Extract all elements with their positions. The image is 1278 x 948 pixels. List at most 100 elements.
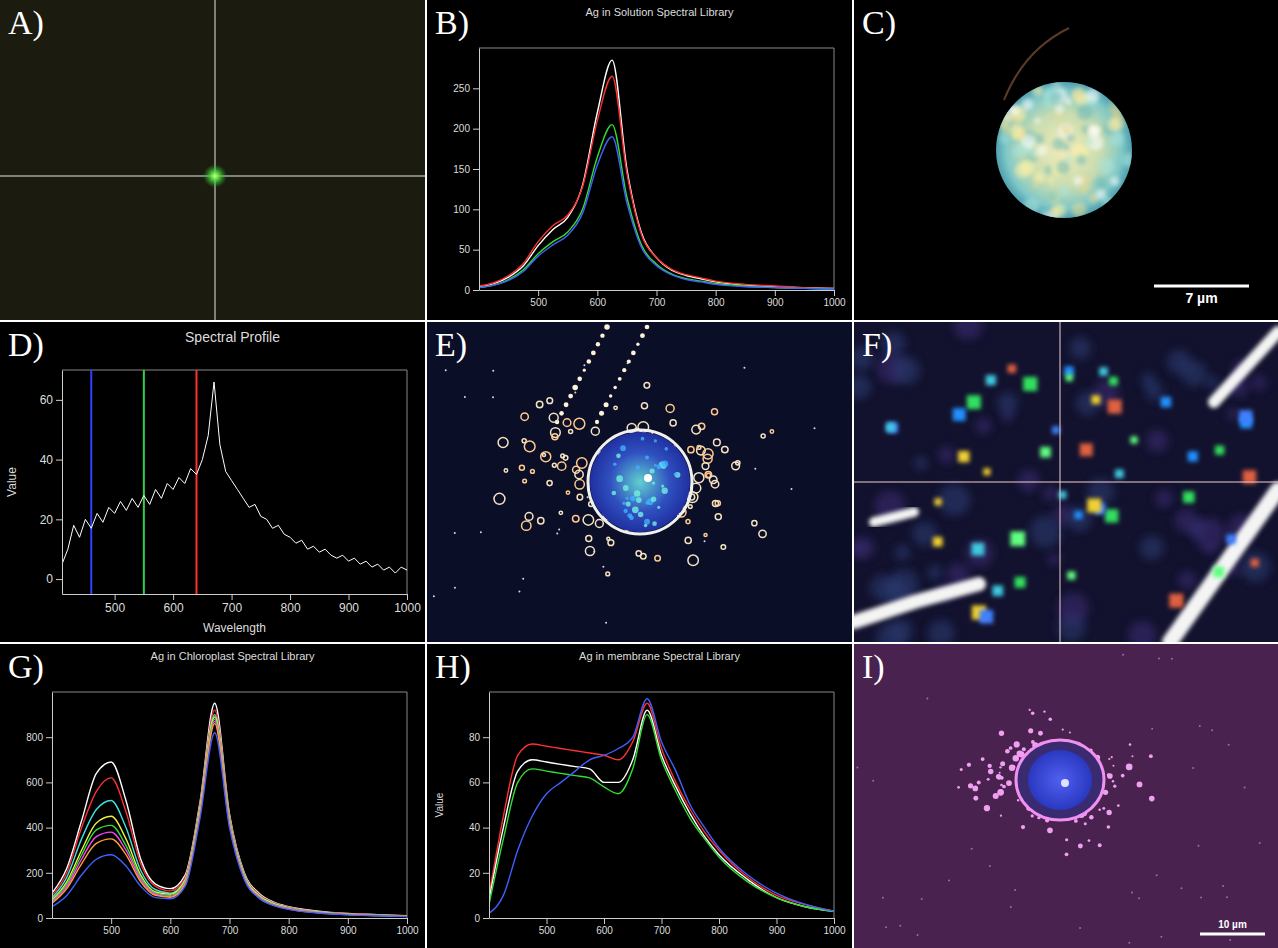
particle: [644, 383, 650, 389]
particle: [1106, 810, 1111, 815]
tick-label: 1000: [823, 297, 846, 308]
scale-bar: [1154, 285, 1249, 288]
axis-line: [479, 49, 480, 291]
haze: [854, 537, 875, 559]
speck: [885, 926, 887, 928]
particle: [547, 480, 552, 485]
particle: [445, 369, 447, 371]
particle: [1022, 747, 1026, 751]
particle: [1074, 511, 1082, 519]
particle: [722, 446, 728, 452]
fiber: [854, 584, 979, 622]
tick-mark: [407, 918, 408, 924]
particle: [575, 480, 584, 489]
particle: [1009, 746, 1013, 750]
tick: 500: [530, 290, 547, 308]
nucleus-spot: [641, 437, 645, 441]
particle: [655, 556, 661, 562]
tick-mark: [232, 594, 233, 600]
plot-area: [52, 703, 407, 916]
particle: [986, 375, 996, 385]
particle: [203, 164, 227, 188]
particle: [577, 494, 583, 500]
particle: [1023, 377, 1037, 391]
tick-mark: [56, 519, 62, 520]
particle: [433, 595, 435, 597]
particle: [709, 476, 717, 484]
tick-label: 600: [596, 925, 613, 936]
haze: [1018, 470, 1040, 492]
particle: [958, 451, 969, 462]
series-line: [479, 60, 834, 288]
particle: [814, 427, 816, 429]
tick-label: 50: [459, 244, 471, 255]
particle: [583, 515, 593, 525]
particle: [1031, 814, 1034, 817]
nucleus-spot: [657, 506, 660, 509]
image-background: [854, 0, 1278, 320]
tick: 1000: [823, 290, 846, 308]
particle: [988, 764, 992, 768]
nucleus-spot: [674, 473, 677, 476]
particle: [761, 434, 765, 438]
particle: [1028, 728, 1033, 733]
tick-mark: [604, 918, 605, 924]
texture-spot: [1053, 204, 1066, 217]
tick-mark: [56, 400, 62, 401]
panel-letter: B): [435, 4, 469, 42]
series-line: [489, 699, 834, 914]
tick: 250: [453, 83, 479, 94]
haze: [1128, 621, 1156, 642]
tick-label: 600: [164, 601, 184, 615]
tick-mark: [716, 290, 717, 296]
tick-label: 800: [711, 925, 728, 936]
particle: [480, 531, 482, 533]
tick-mark: [230, 918, 231, 924]
x-axis: 5006007008009001000: [53, 918, 420, 936]
chart-title: Spectral Profile: [185, 329, 280, 345]
tick-mark: [56, 579, 62, 580]
particle: [604, 324, 610, 330]
particle: [596, 342, 600, 346]
tick: 500: [105, 594, 125, 615]
frame-line: [407, 692, 408, 918]
speck: [882, 897, 884, 899]
particle: [613, 386, 617, 390]
tick: 600: [26, 777, 52, 788]
particle: [593, 551, 595, 553]
particle: [549, 413, 558, 422]
tick: 200: [26, 868, 52, 879]
tick-label: 60: [40, 393, 54, 407]
chart-title: Ag in Chloroplast Spectral Library: [151, 650, 315, 662]
particle: [973, 796, 978, 801]
tick: 700: [654, 918, 671, 936]
particle: [524, 441, 535, 452]
tick-mark: [289, 918, 290, 924]
particle: [1251, 559, 1259, 567]
haze: [1070, 337, 1092, 359]
particle: [1188, 451, 1198, 461]
tick-mark: [115, 594, 116, 600]
particle: [640, 333, 645, 338]
speck: [1010, 906, 1012, 908]
texture-spot: [1099, 158, 1115, 174]
y-axis: 0200400600800: [26, 693, 52, 924]
speck: [872, 780, 874, 782]
texture-spot: [1024, 198, 1040, 214]
particle: [614, 406, 617, 409]
nucleus-spot: [652, 521, 657, 526]
particle: [595, 420, 599, 424]
particle: [595, 520, 603, 528]
particle: [1074, 819, 1078, 823]
particle: [703, 449, 713, 459]
tick-label: 80: [469, 732, 481, 743]
particle: [972, 543, 985, 556]
figure: A)Ag in Solution Spectral Library5006007…: [0, 0, 1278, 948]
particle: [522, 578, 524, 580]
tick-label: 0: [46, 572, 53, 586]
particle: [996, 774, 1001, 779]
particle: [1112, 780, 1114, 782]
series-line: [52, 715, 407, 916]
particle: [886, 423, 895, 432]
particle: [609, 394, 612, 397]
